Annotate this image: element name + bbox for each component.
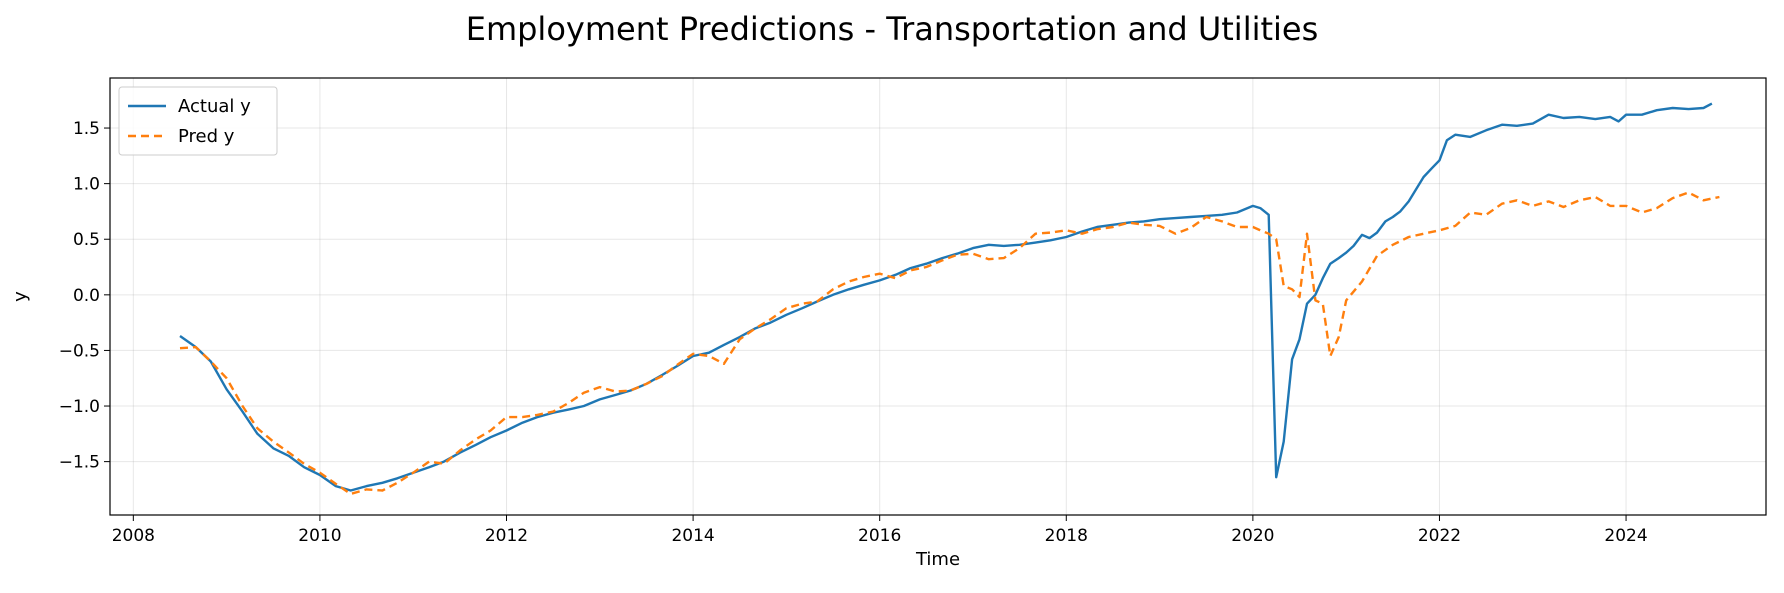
x-tick-label: 2020: [1231, 526, 1274, 546]
x-tick-label: 2022: [1418, 526, 1461, 546]
x-tick-label: 2010: [298, 526, 341, 546]
legend-box: [118, 86, 278, 156]
plot-area-frame: [109, 77, 1767, 516]
series-line-pred: [179, 191, 1720, 496]
y-tick-label: 0.5: [73, 230, 100, 250]
legend-label-pred: Pred y: [178, 126, 235, 147]
chart-title: Employment Predictions - Transportation …: [466, 10, 1319, 48]
y-axis-label: y: [10, 291, 31, 302]
y-tick-label: 1.0: [73, 175, 100, 195]
grid-layer: [110, 78, 1766, 515]
x-tick-label: 2014: [671, 526, 714, 546]
y-tick-label: 0.0: [73, 286, 100, 306]
tick-layer: 2008 2010 2012 2014 2016 2018 2020 2022 2024 −1.5…: [59, 119, 1648, 546]
y-tick-label: 1.5: [73, 119, 100, 139]
y-tick-label: −1.5: [59, 453, 100, 473]
y-tick-label: −0.5: [59, 341, 100, 361]
x-tick-label: 2018: [1045, 526, 1088, 546]
legend-label-actual: Actual y: [178, 96, 251, 117]
legend: Actual y Pred y: [118, 86, 278, 156]
x-tick-label: 2024: [1604, 526, 1647, 546]
series-layer: [179, 102, 1720, 496]
x-axis-label: Time: [915, 549, 960, 570]
series-line-actual: [179, 102, 1713, 492]
x-tick-label: 2008: [112, 526, 155, 546]
x-tick-label: 2012: [485, 526, 528, 546]
y-tick-label: −1.0: [59, 397, 100, 417]
x-tick-label: 2016: [858, 526, 901, 546]
